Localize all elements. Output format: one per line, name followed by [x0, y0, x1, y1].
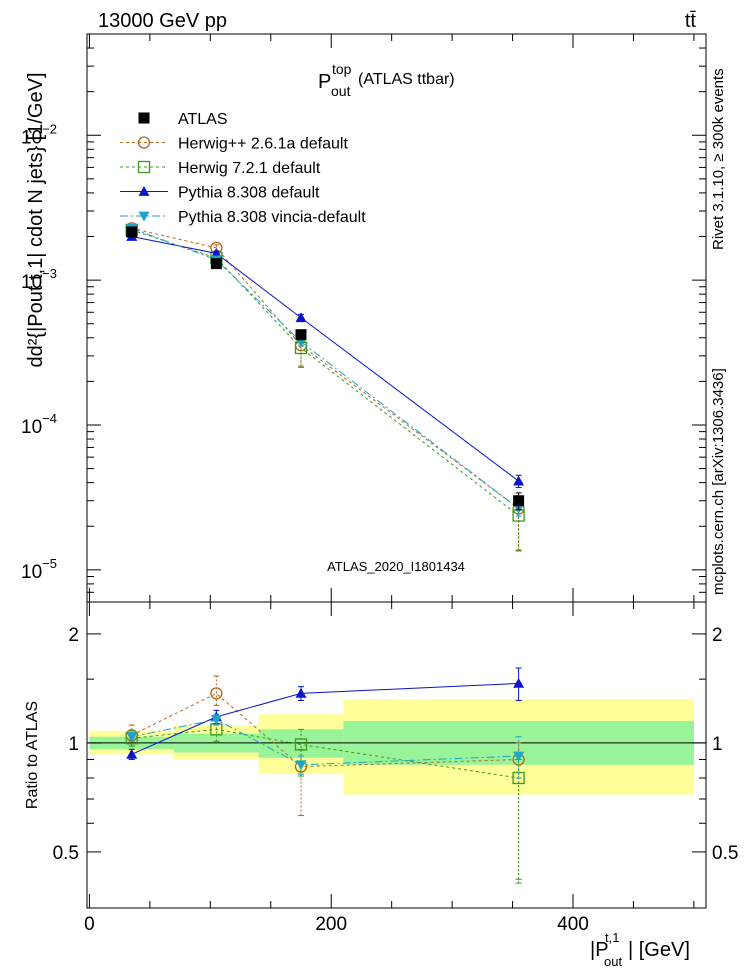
data-point: [138, 211, 150, 222]
data-point: [138, 112, 150, 124]
series-pythia-8-308-vincia-default: [126, 223, 525, 517]
ratio-tick-label: 2: [68, 625, 79, 646]
legend-item: Herwig++ 2.6.1a default: [120, 136, 348, 153]
data-point: [513, 495, 525, 507]
x-axis-label-sub: out: [604, 954, 622, 969]
y-tick-label: 10−4: [21, 411, 57, 438]
legend-label: ATLAS: [178, 111, 228, 128]
data-point: [295, 312, 307, 323]
data-point: [513, 751, 525, 762]
data-point: [210, 258, 222, 270]
y-tick-label: 10−5: [21, 556, 57, 583]
x-tick-label: 200: [315, 914, 347, 935]
series-line: [131, 227, 519, 509]
data-point: [126, 732, 138, 743]
x-axis-label: |P t,1 out | [GeV]: [590, 930, 690, 969]
ratio-series-pythia-8-308-vincia-default: [126, 713, 525, 779]
legend-item: Herwig 7.2.1 default: [120, 160, 321, 177]
ratio-line: [131, 719, 519, 766]
legend: ATLAS Herwig++ 2.6.1a default Herwig 7.2.1…: [120, 111, 366, 226]
data-point: [294, 738, 308, 751]
data-point: [126, 226, 138, 238]
ratio-tick-label: 0.5: [53, 843, 79, 864]
x-axis-label-sup: t,1: [605, 930, 619, 945]
series-atlas: [126, 226, 525, 511]
x-axis-label-main: |P: [590, 939, 609, 961]
series-line: [131, 236, 519, 482]
rivet-label: Rivet 3.1.10, ≥ 300k events: [710, 68, 727, 250]
header-left: 13000 GeV pp: [98, 10, 227, 32]
ratio-line: [131, 692, 519, 768]
plot-title: P top out (ATLAS ttbar): [318, 61, 455, 99]
ratio-line: [131, 682, 519, 755]
legend-item: Pythia 8.308 vincia-default: [120, 209, 366, 226]
y-tick-exp: −5: [42, 556, 57, 571]
data-point: [513, 677, 525, 688]
ratio-tick-label-right: 0.5: [712, 843, 738, 864]
data-point: [295, 687, 307, 698]
legend-label: Pythia 8.308 default: [178, 185, 320, 202]
mcplots-label: mcplots.cern.ch [arXiv:1306.3436]: [710, 368, 727, 595]
y-tick-exp: −2: [42, 121, 57, 136]
y-axis-label: dd²{|Pout t,1| cdot N jets} [1/GeV]: [25, 73, 47, 368]
series-herwig-2-6-1a-default: [125, 222, 525, 552]
y-tick-base: 10: [21, 417, 42, 438]
x-axis-label-rest: | [GeV]: [628, 939, 690, 961]
data-point: [210, 247, 222, 258]
y-tick-label: 10−2: [21, 121, 57, 148]
data-point: [137, 160, 151, 174]
x-tick-label: 400: [557, 914, 589, 935]
analysis-label: ATLAS_2020_I1801434: [327, 559, 465, 574]
data-point: [210, 715, 222, 726]
header-right: tt̄: [685, 10, 697, 32]
ratio-plot-frame: [86, 601, 707, 909]
ratio-tick-label: 1: [68, 734, 79, 755]
y-tick-exp: −3: [42, 266, 57, 281]
series-line: [131, 229, 519, 516]
y-tick-exp: −4: [42, 411, 57, 426]
y-tick-base: 10: [21, 127, 42, 148]
y-tick-label: 10−3: [21, 266, 57, 293]
title-main: P: [318, 71, 331, 93]
ratio-tick-label-right: 1: [712, 734, 723, 755]
data-point: [295, 329, 307, 341]
data-point: [295, 760, 307, 771]
data-point: [126, 748, 138, 759]
x-tick-label: 0: [84, 914, 95, 935]
ratio-series-pythia-8-308-default: [126, 667, 525, 760]
legend-label: Herwig++ 2.6.1a default: [178, 136, 348, 153]
series-pythia-8-308-default: [126, 231, 525, 489]
ratio-axis-label: Ratio to ATLAS: [24, 701, 41, 809]
ratio-line: [131, 728, 519, 779]
data-point: [138, 186, 150, 196]
title-sub: out: [331, 83, 351, 99]
ratio-tick-label-right: 2: [712, 625, 723, 646]
data-point: [513, 475, 525, 486]
series-herwig-7-2-1-default: [125, 223, 525, 551]
series-line: [131, 227, 519, 509]
legend-label: Pythia 8.308 vincia-default: [178, 209, 366, 226]
title-sup: top: [332, 61, 352, 77]
y-tick-base: 10: [21, 272, 42, 293]
legend-item: Pythia 8.308 default: [120, 185, 320, 202]
title-rest: (ATLAS ttbar): [358, 71, 455, 88]
legend-item: ATLAS: [138, 111, 228, 128]
data-point: [210, 687, 223, 700]
data-point: [137, 136, 151, 149]
legend-label: Herwig 7.2.1 default: [178, 160, 321, 177]
y-tick-base: 10: [21, 562, 42, 583]
